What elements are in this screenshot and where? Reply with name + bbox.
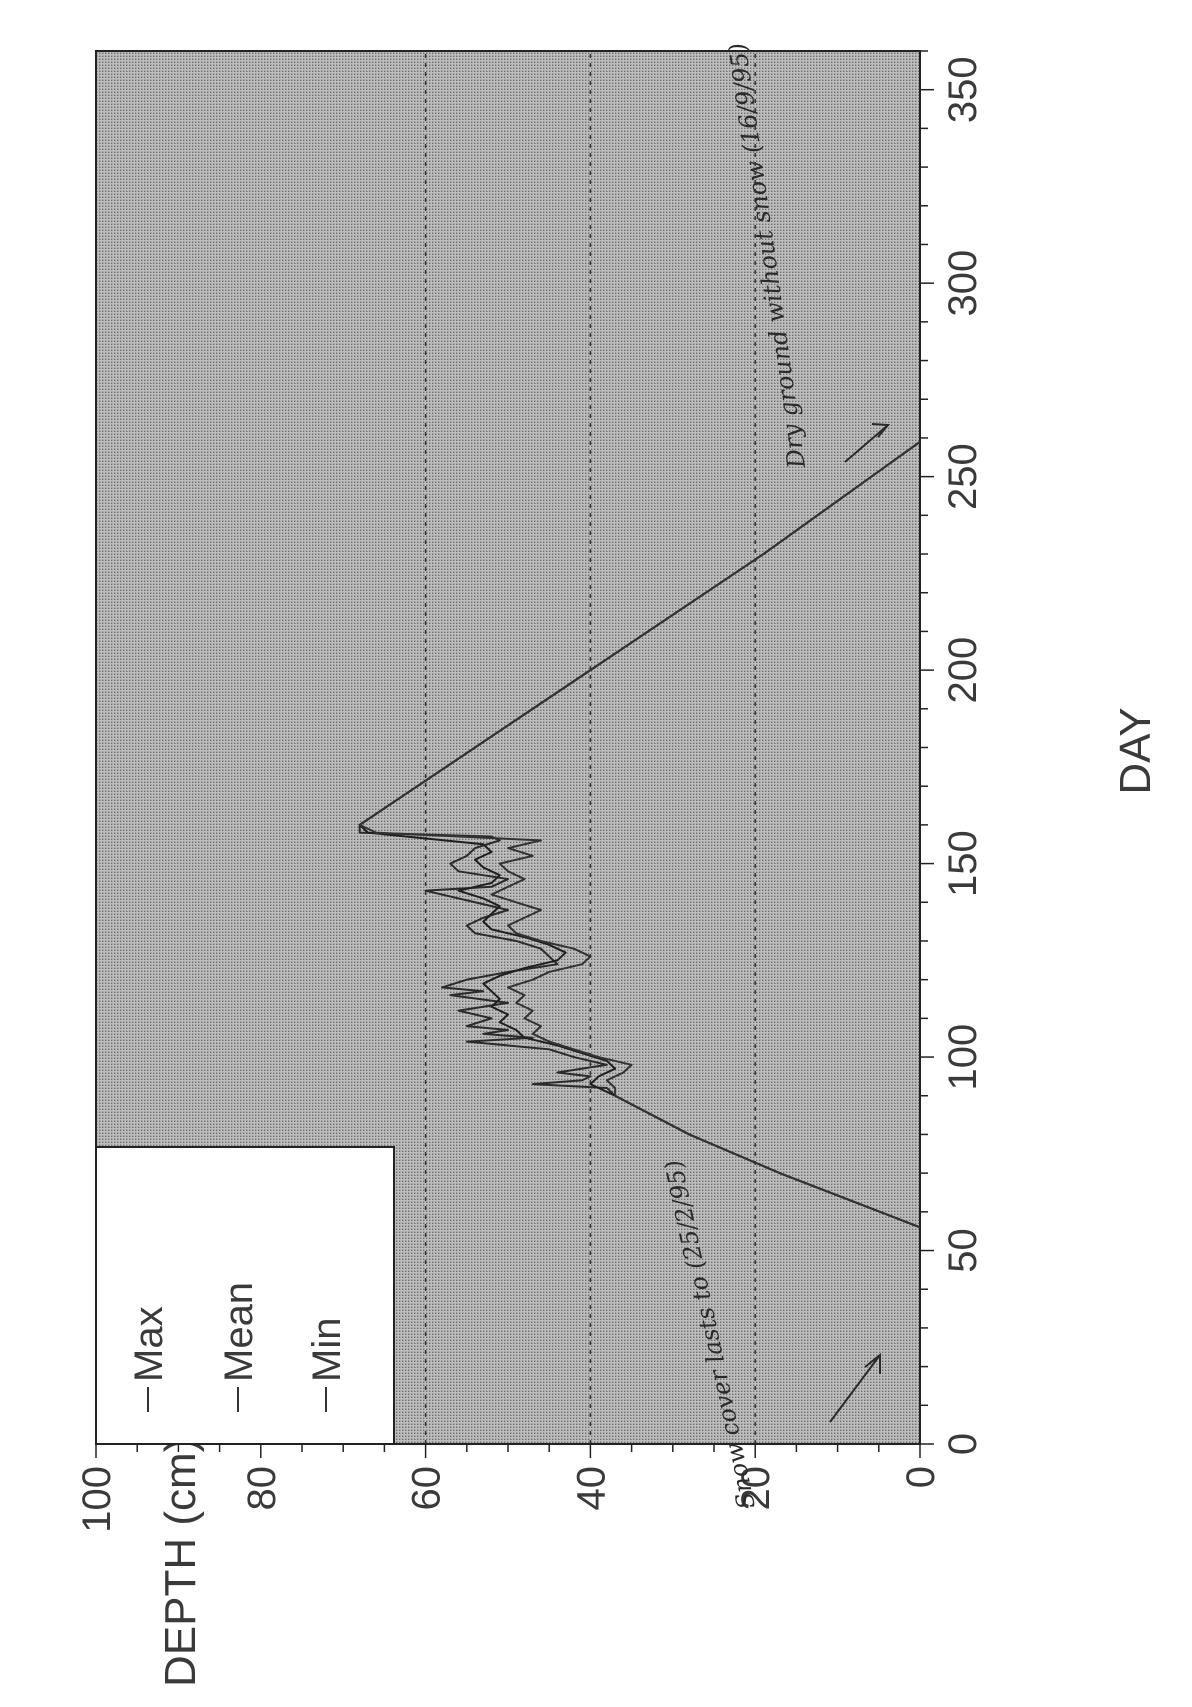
annotation-arrowhead-left <box>864 1352 881 1374</box>
legend-label-mean: Mean <box>217 1282 261 1382</box>
x-tick-label-50: 50 <box>941 1228 985 1273</box>
y-axis-title: DEPTH (cm) <box>156 1438 205 1687</box>
annotation-arrow-left <box>829 1354 881 1423</box>
x-tick-label-200: 200 <box>941 637 985 704</box>
y-tick-label-40: 40 <box>569 1466 613 1511</box>
legend-label-min: Min <box>305 1318 349 1382</box>
ticks: 0 20 40 60 80 100 0 50 100 150 200 250 300 350 <box>75 50 985 1533</box>
x-tick-label-250: 250 <box>941 443 985 510</box>
x-tick-label-150: 150 <box>941 830 985 897</box>
series-lines <box>358 441 921 1229</box>
series-line-mean <box>358 441 921 1229</box>
gridlines <box>424 51 756 1444</box>
x-tick-label-300: 300 <box>941 250 985 317</box>
legend-label-max: Max <box>127 1306 171 1382</box>
y-tick-label-0: 0 <box>899 1466 943 1488</box>
y-tick-label-60: 60 <box>405 1466 449 1511</box>
x-axis-title: DAY <box>1111 707 1160 794</box>
y-tick-label-80: 80 <box>240 1466 284 1511</box>
annotation-arrowhead-right <box>871 423 891 438</box>
annotation-arrow-right <box>844 424 889 463</box>
y-tick-label-20: 20 <box>734 1466 778 1511</box>
series-line-max <box>358 441 921 1229</box>
legend-entry-mean: Mean <box>217 1282 261 1412</box>
legend: Max Mean Min <box>95 1146 395 1445</box>
x-tick-label-0: 0 <box>941 1433 985 1455</box>
legend-entry-min: Min <box>305 1318 349 1412</box>
x-tick-label-100: 100 <box>941 1024 985 1091</box>
legend-entry-max: Max <box>127 1306 171 1412</box>
y-tick-label-100: 100 <box>75 1466 119 1533</box>
legend-box <box>95 1146 395 1445</box>
x-tick-label-350: 350 <box>941 56 985 123</box>
series-line-min <box>358 441 921 1229</box>
